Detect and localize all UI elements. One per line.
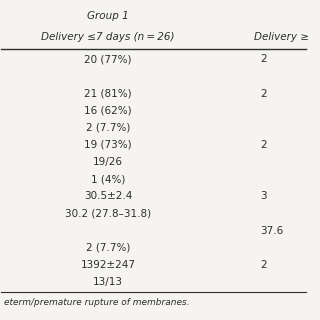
Text: 16 (62%): 16 (62%) — [84, 106, 132, 116]
Text: 19 (73%): 19 (73%) — [84, 140, 132, 150]
Text: 2 (7.7%): 2 (7.7%) — [86, 243, 130, 253]
Text: 30.5±2.4: 30.5±2.4 — [84, 191, 132, 201]
Text: eterm/premature rupture of membranes.: eterm/premature rupture of membranes. — [4, 298, 190, 307]
Text: 30.2 (27.8–31.8): 30.2 (27.8–31.8) — [65, 208, 151, 219]
Text: Group 1: Group 1 — [87, 11, 129, 21]
Text: 37.6: 37.6 — [260, 226, 284, 236]
Text: 2: 2 — [260, 89, 267, 99]
Text: 13/13: 13/13 — [93, 277, 123, 287]
Text: 3: 3 — [260, 191, 267, 201]
Text: Delivery ≥: Delivery ≥ — [254, 32, 309, 42]
Text: 20 (77%): 20 (77%) — [84, 54, 132, 64]
Text: 2: 2 — [260, 54, 267, 64]
Text: 21 (81%): 21 (81%) — [84, 89, 132, 99]
Text: 1392±247: 1392±247 — [80, 260, 135, 270]
Text: 1 (4%): 1 (4%) — [91, 174, 125, 184]
Text: 19/26: 19/26 — [93, 157, 123, 167]
Text: 2: 2 — [260, 260, 267, 270]
Text: Delivery ≤7 days (n = 26): Delivery ≤7 days (n = 26) — [41, 32, 175, 42]
Text: 2 (7.7%): 2 (7.7%) — [86, 123, 130, 133]
Text: 2: 2 — [260, 140, 267, 150]
